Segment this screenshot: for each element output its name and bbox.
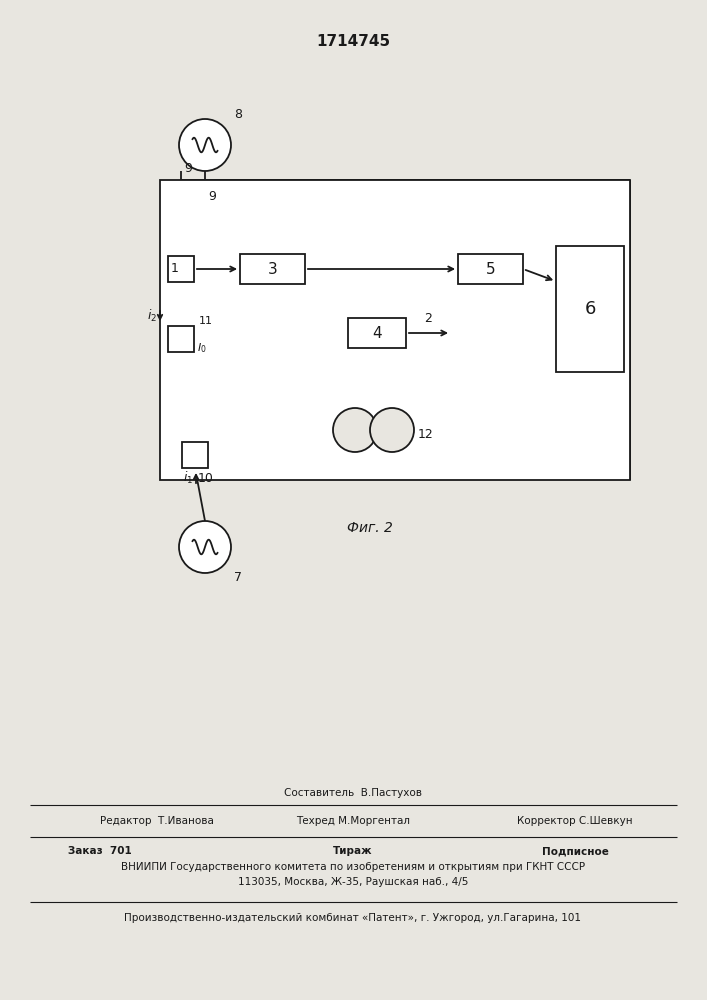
Text: $I_0$: $I_0$: [197, 341, 206, 355]
Text: 6: 6: [584, 300, 596, 318]
Text: 7: 7: [234, 571, 242, 584]
Text: ВНИИПИ Государственного комитета по изобретениям и открытиям при ГКНТ СССР: ВНИИПИ Государственного комитета по изоб…: [121, 862, 585, 872]
Text: 12: 12: [418, 428, 434, 440]
Bar: [168, 256, 194, 282]
Circle shape: [179, 119, 231, 171]
Text: 11: 11: [199, 316, 213, 326]
Text: $i_1$: $i_1$: [183, 470, 193, 486]
Text: 9: 9: [208, 190, 216, 203]
Text: Подписное: Подписное: [542, 846, 609, 856]
Text: 1714745: 1714745: [316, 34, 390, 49]
Text: Производственно-издательский комбинат «Патент», г. Ужгород, ул.Гагарина, 101: Производственно-издательский комбинат «П…: [124, 913, 581, 923]
Text: Заказ  701: Заказ 701: [68, 846, 132, 856]
Text: Техред М.Моргентал: Техред М.Моргентал: [296, 816, 410, 826]
Text: Редактор  Т.Иванова: Редактор Т.Иванова: [100, 816, 214, 826]
Text: $i_2$: $i_2$: [147, 308, 157, 324]
Circle shape: [333, 408, 377, 452]
Circle shape: [370, 408, 414, 452]
Text: Корректор С.Шевкун: Корректор С.Шевкун: [518, 816, 633, 826]
Text: 5: 5: [486, 261, 496, 276]
Text: 113035, Москва, Ж-35, Раушская наб., 4/5: 113035, Москва, Ж-35, Раушская наб., 4/5: [238, 877, 468, 887]
Bar: [458, 254, 523, 284]
Circle shape: [179, 521, 231, 573]
Text: 3: 3: [268, 261, 277, 276]
Bar: [182, 442, 208, 468]
Text: 9: 9: [184, 162, 192, 175]
Text: 2: 2: [424, 312, 432, 325]
Text: Тираж: Тираж: [333, 846, 373, 856]
Bar: [160, 180, 630, 480]
Bar: [348, 318, 406, 348]
Text: 8: 8: [234, 108, 242, 121]
Text: 1: 1: [171, 262, 179, 275]
Text: Фиг. 2: Фиг. 2: [347, 521, 393, 535]
Bar: [556, 246, 624, 372]
Text: 4: 4: [372, 326, 382, 340]
Bar: [168, 326, 194, 352]
Text: 10: 10: [198, 472, 214, 485]
Text: Составитель  В.Пастухов: Составитель В.Пастухов: [284, 788, 422, 798]
Bar: [240, 254, 305, 284]
